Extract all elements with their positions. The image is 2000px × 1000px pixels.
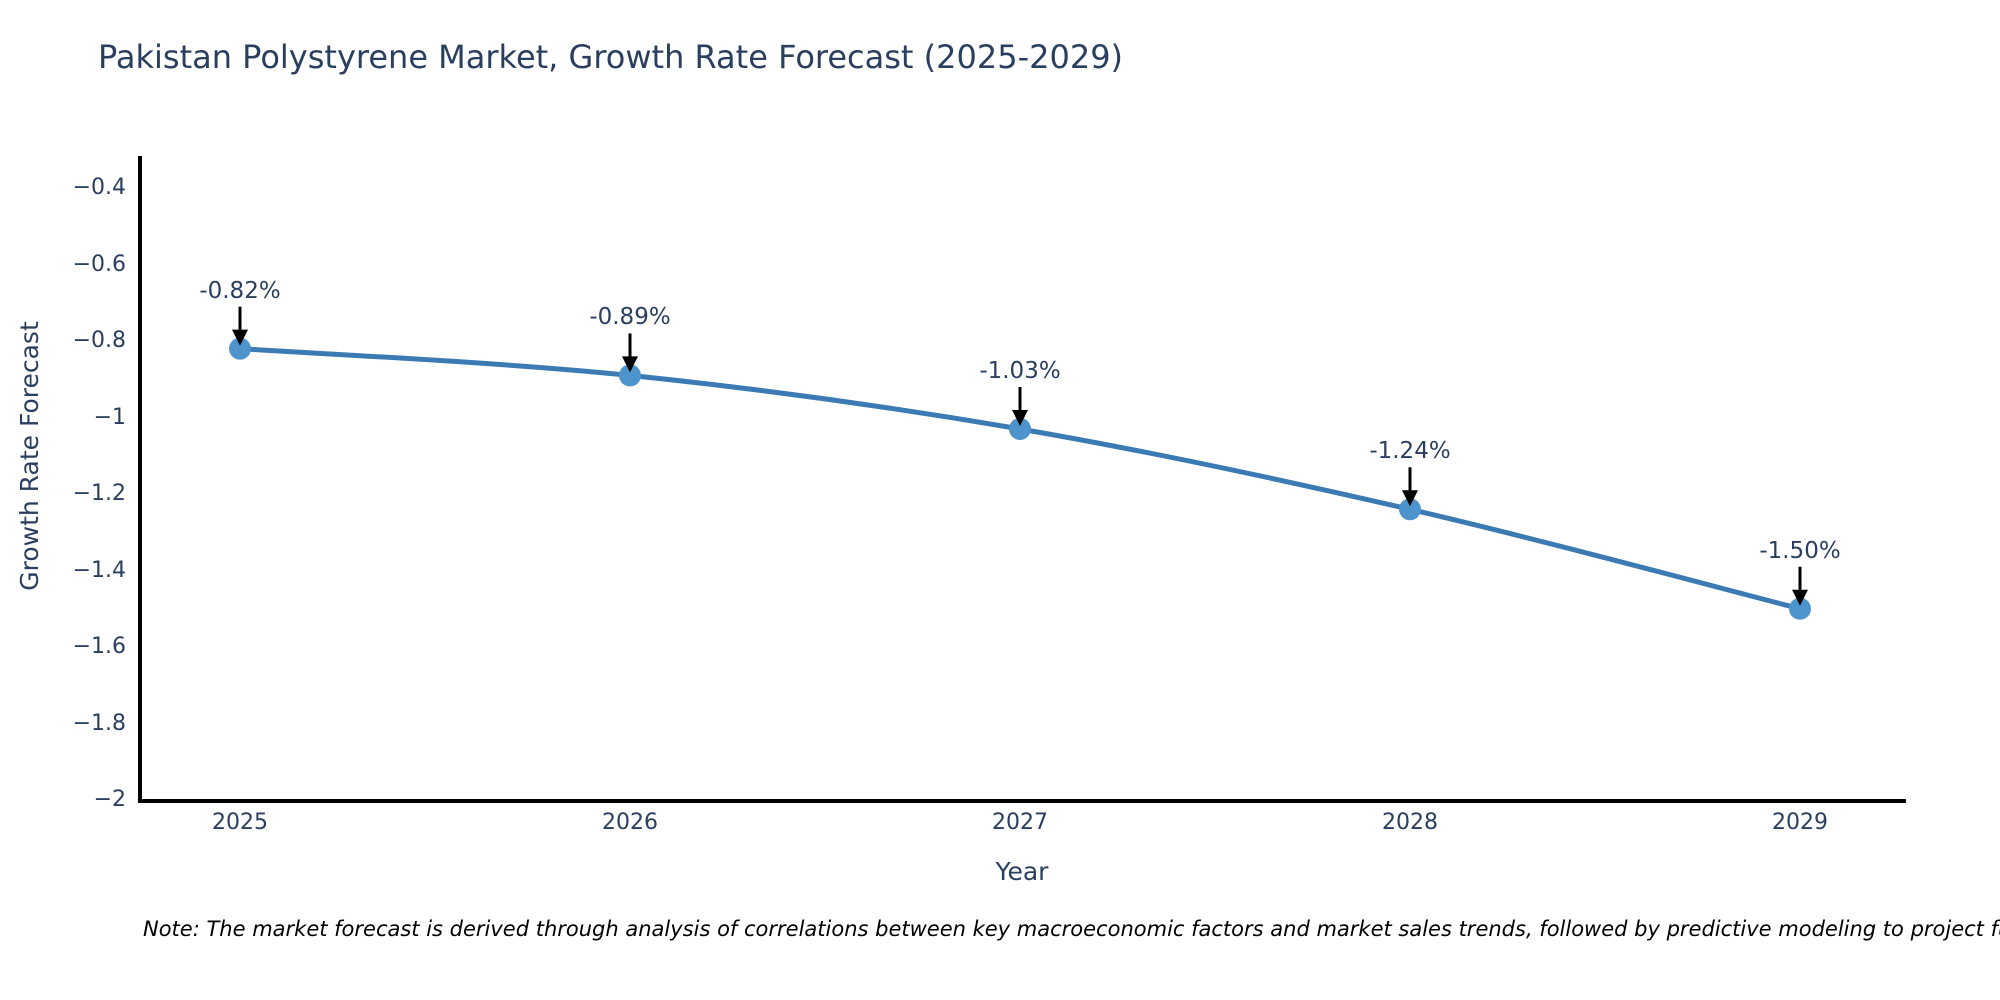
annotation-arrow-head	[232, 329, 248, 346]
point-annotation-label: -0.89%	[589, 304, 671, 331]
point-annotation-label: -0.82%	[199, 277, 281, 304]
x-axis-title: Year	[995, 857, 1049, 886]
axis-lines	[138, 156, 1906, 803]
y-tick-label: −1.6	[72, 634, 126, 659]
y-tick-label: −1	[93, 404, 126, 430]
x-tick-label: 2029	[1772, 810, 1828, 835]
y-tick-label: −0.4	[72, 175, 126, 200]
annotation-arrow-head	[1012, 409, 1028, 426]
data-point-marker	[229, 337, 251, 360]
y-tick-label: −1.2	[72, 481, 126, 506]
annotation-arrow-head	[622, 356, 638, 373]
x-tick-label: 2025	[212, 810, 268, 835]
point-annotation-label: -1.24%	[1369, 438, 1451, 465]
point-annotation-label: -1.03%	[979, 357, 1061, 384]
y-tick-label: −0.6	[72, 251, 126, 277]
x-tick-label: 2027	[992, 810, 1048, 835]
y-tick-label: −2	[93, 787, 126, 812]
annotation-arrow-head	[1792, 589, 1808, 606]
footnote: Note: The market forecast is derived thr…	[143, 917, 2000, 941]
data-point-marker	[1789, 597, 1811, 620]
x-tick-label: 2028	[1382, 810, 1438, 835]
y-tick-label: −1.4	[72, 557, 126, 583]
x-tick-label: 2026	[602, 810, 658, 835]
chart-title: Pakistan Polystyrene Market, Growth Rate…	[98, 38, 1124, 76]
data-point-marker	[1009, 417, 1031, 440]
y-axis-title: Growth Rate Forecast	[15, 321, 44, 591]
data-point-marker	[1399, 498, 1421, 521]
data-point-marker	[619, 364, 641, 387]
y-tick-label: −0.8	[72, 328, 126, 353]
point-annotation-label: -1.50%	[1759, 537, 1841, 564]
annotation-arrow-head	[1402, 490, 1418, 507]
y-tick-label: −1.8	[72, 710, 126, 736]
